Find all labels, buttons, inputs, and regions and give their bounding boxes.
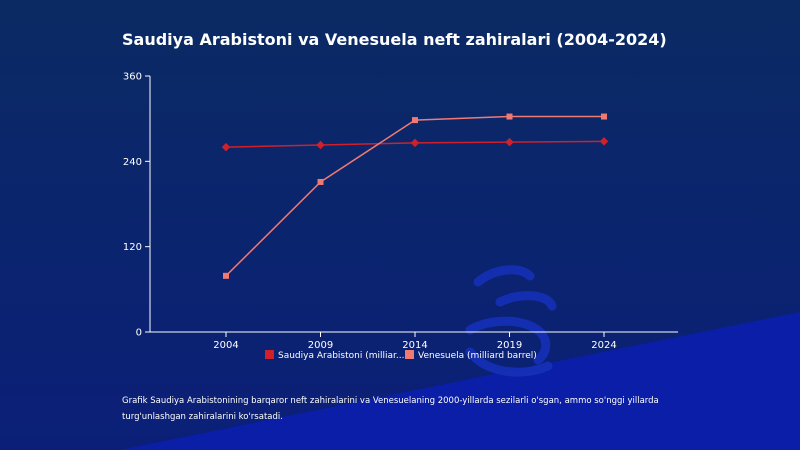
background-accent-wedge — [120, 312, 800, 450]
chart-axes: 0 120 240 360 2004 2009 2014 2019 2024 — [123, 72, 678, 351]
data-point — [316, 140, 325, 150]
legend-swatch-1 — [265, 350, 274, 359]
y-tick-label: 360 — [123, 72, 142, 83]
chart-series — [221, 113, 609, 279]
chart-legend: Saudiya Arabistoni (milliar... Venesuela … — [265, 350, 537, 361]
data-point — [317, 178, 324, 185]
data-point — [601, 113, 607, 120]
data-point — [412, 117, 418, 124]
x-tick-label: 2024 — [591, 340, 616, 351]
x-tick-label: 2004 — [213, 340, 238, 351]
data-point — [410, 138, 420, 148]
data-point — [223, 272, 229, 279]
x-tick-label: 2014 — [402, 340, 427, 351]
data-point — [599, 137, 609, 146]
chart-title: Saudiya Arabistoni va Venesuela neft zah… — [122, 30, 667, 49]
y-tick-label: 120 — [123, 242, 142, 253]
chart-caption: Grafik Saudiya Arabistonining barqaror n… — [122, 396, 659, 422]
data-point — [221, 142, 231, 152]
legend-label-2: Venesuela (milliard barrel) — [418, 351, 537, 361]
legend-label-1: Saudiya Arabistoni (milliar... — [278, 351, 404, 361]
x-tick-label: 2019 — [497, 340, 522, 351]
data-point — [506, 113, 513, 120]
legend-swatch-2 — [405, 350, 414, 359]
y-tick-label: 240 — [123, 157, 142, 168]
x-tick-label: 2009 — [308, 340, 333, 351]
y-tick-label: 0 — [136, 328, 142, 339]
data-point — [505, 137, 514, 147]
